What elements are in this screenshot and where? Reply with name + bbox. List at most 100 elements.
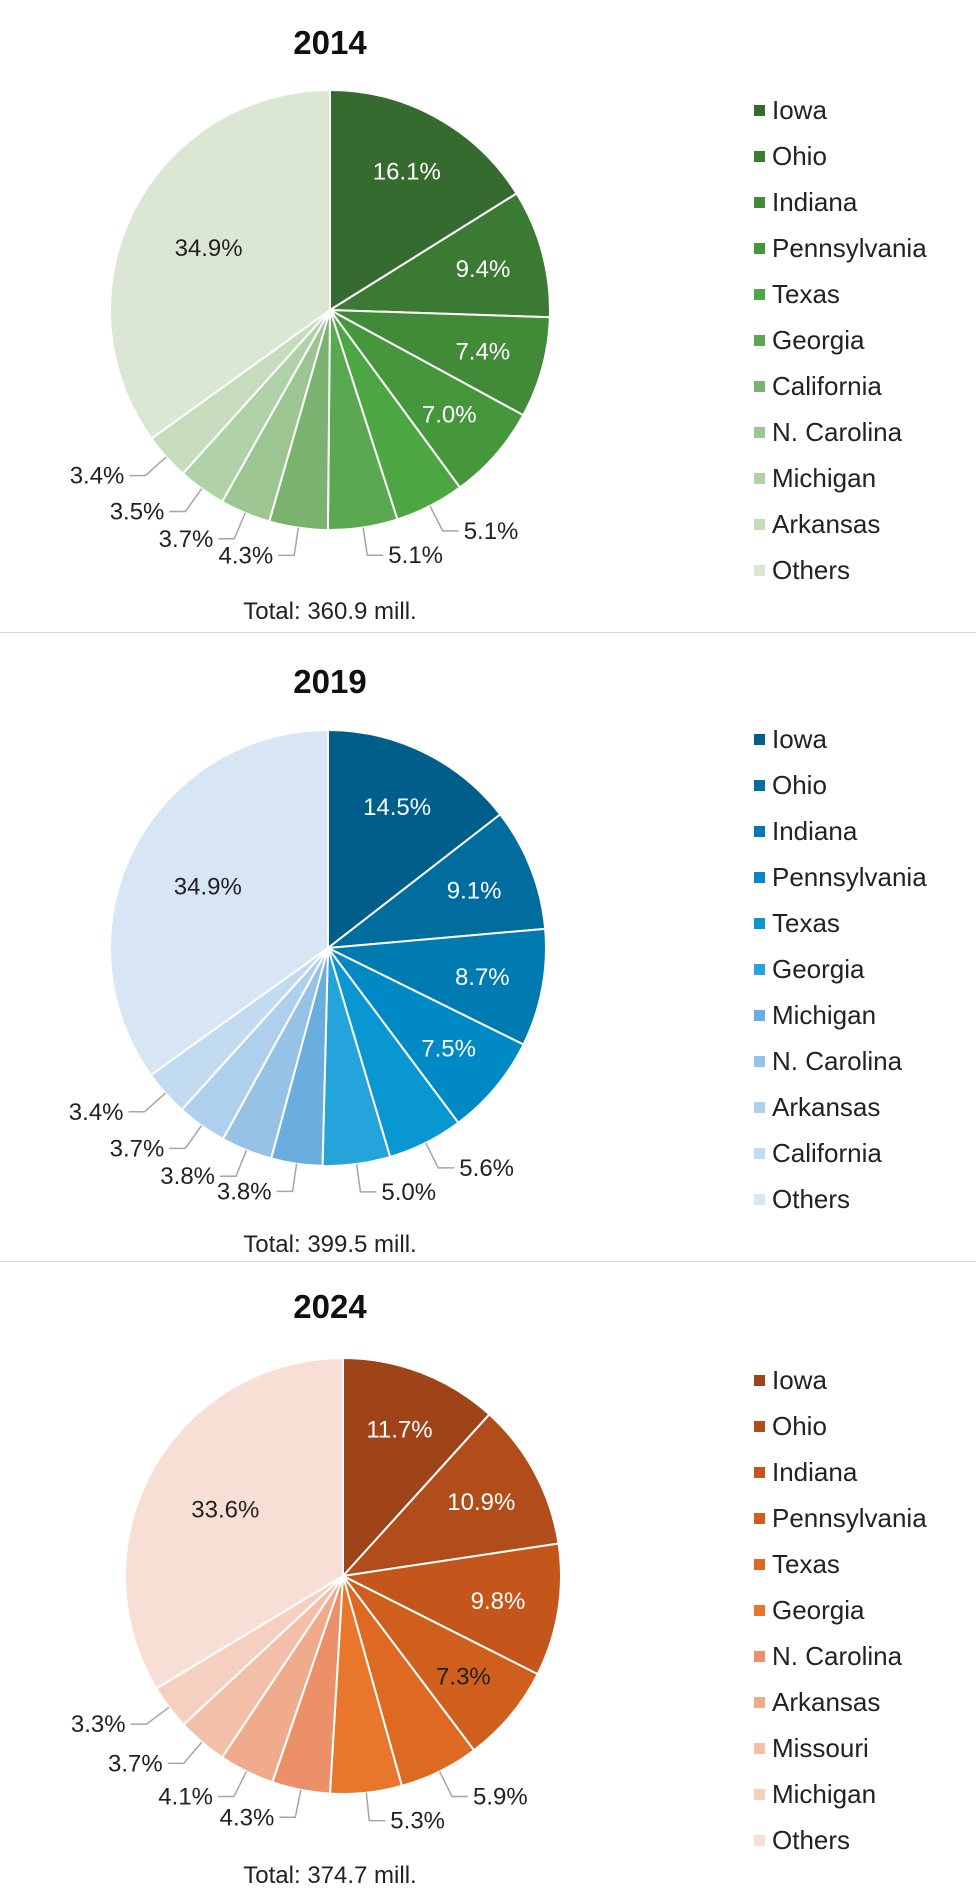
legend-swatch [754, 871, 765, 883]
chart-legend: Iowa Ohio Indiana Pennsylvania Texas Georgia M… [754, 716, 927, 1222]
legend-item: Others [754, 547, 927, 593]
legend-item: N. Carolina [754, 409, 927, 455]
data-label: 3.4% [70, 463, 125, 490]
pie-slice-pennsylvania [342, 1575, 540, 1752]
data-label: 8.7% [455, 964, 510, 991]
legend-swatch [754, 1696, 765, 1708]
legend-item: Iowa [754, 716, 927, 762]
legend-swatch [754, 1193, 765, 1205]
pie-slice-ohio [340, 1412, 560, 1578]
data-label: 7.0% [422, 401, 477, 428]
leader-line [279, 1789, 302, 1819]
legend-item: Pennsylvania [754, 1495, 927, 1541]
legend-swatch [754, 1512, 765, 1524]
legend-label: Ohio [772, 1410, 827, 1441]
legend-label: Texas [772, 278, 840, 309]
legend-label: Georgia [772, 953, 865, 984]
legend-item: Indiana [754, 179, 927, 225]
legend-swatch [754, 1374, 765, 1386]
legend-item: Ohio [754, 133, 927, 179]
legend-label: Michigan [772, 1778, 877, 1809]
legend-label: Pennsylvania [772, 232, 927, 263]
leader-line [429, 505, 459, 532]
legend-item: N. Carolina [754, 1038, 927, 1084]
chart-panel-2024: 2024 11.7% 10.9% 9.8% 7.3% 33.6% 5.9% 5.3% 4.3%… [0, 1262, 976, 1896]
legend-item: Michigan [754, 992, 927, 1038]
legend-label: Missouri [772, 1732, 869, 1763]
data-label: 10.9% [447, 1489, 515, 1516]
legend-item: Ohio [754, 762, 927, 808]
legend-label: Arkansas [772, 1091, 881, 1122]
legend-swatch [754, 1466, 765, 1478]
data-label: 3.7% [159, 526, 214, 553]
data-label: 4.3% [220, 1804, 275, 1831]
data-label: 3.5% [110, 499, 165, 526]
legend-item: Iowa [754, 1357, 927, 1403]
data-label: 9.8% [471, 1588, 526, 1615]
legend-swatch [754, 1650, 765, 1662]
legend-label: Pennsylvania [772, 1502, 927, 1533]
legend-label: Others [772, 1824, 851, 1855]
chart-total: Total: 360.9 mill. [243, 598, 417, 625]
chart-legend: Iowa Ohio Indiana Pennsylvania Texas Georgia C… [754, 87, 927, 593]
data-label: 3.7% [110, 1135, 165, 1162]
legend-label: Michigan [772, 999, 877, 1030]
pie-slice-others [109, 88, 331, 440]
legend-label: Ohio [772, 769, 827, 800]
legend-item: Georgia [754, 1587, 927, 1633]
chart-title: 2019 [293, 663, 367, 700]
data-label: 9.4% [456, 256, 511, 283]
pie-slice-indiana [329, 309, 551, 417]
legend-item: Ohio [754, 1403, 927, 1449]
data-label: 16.1% [373, 159, 441, 186]
legend-label: Indiana [772, 815, 858, 846]
legend-swatch [754, 825, 765, 837]
leader-line [425, 1142, 455, 1169]
data-label: 7.5% [421, 1035, 476, 1062]
legend-swatch [754, 779, 765, 791]
pie-slice-pennsylvania [327, 947, 525, 1125]
legend-label: California [772, 1137, 882, 1168]
data-label: 5.9% [473, 1784, 528, 1811]
data-label: 34.9% [174, 873, 242, 900]
legend-swatch [754, 242, 765, 254]
panel-divider [0, 632, 976, 633]
data-label: 3.8% [160, 1163, 215, 1190]
pie-chart: 14.5%9.1%8.7%7.5%34.9%5.6%5.0%3.8%3.8%3.… [69, 728, 547, 1206]
legend-item: N. Carolina [754, 1633, 927, 1679]
legend-swatch [754, 334, 765, 346]
legend-item: Texas [754, 900, 927, 946]
legend-swatch [754, 1147, 765, 1159]
legend-label: Others [772, 1183, 851, 1214]
legend-item: Pennsylvania [754, 225, 927, 271]
legend-swatch [754, 1604, 765, 1616]
legend-swatch [754, 196, 765, 208]
legend-label: California [772, 370, 882, 401]
legend-label: Iowa [772, 1364, 827, 1395]
data-label: 3.7% [108, 1750, 163, 1777]
leader-line [169, 1125, 203, 1150]
legend-swatch [754, 150, 765, 162]
legend-item: Indiana [754, 1449, 927, 1495]
legend-label: Iowa [772, 94, 827, 125]
leader-line [355, 1164, 377, 1193]
legend-swatch [754, 963, 765, 975]
legend-item: Iowa [754, 87, 927, 133]
legend-swatch [754, 104, 765, 116]
leader-line [218, 1771, 248, 1798]
pie-slice-indiana [339, 1542, 562, 1676]
chart-legend: Iowa Ohio Indiana Pennsylvania Texas Georgia N… [754, 1357, 927, 1863]
legend-item: California [754, 1130, 927, 1176]
legend-item: Arkansas [754, 1084, 927, 1130]
data-label: 11.7% [366, 1417, 432, 1444]
legend-item: Michigan [754, 455, 927, 501]
legend-label: N. Carolina [772, 1640, 903, 1671]
legend-item: Arkansas [754, 1679, 927, 1725]
legend-swatch [754, 380, 765, 392]
pie-slice-iowa [329, 88, 518, 312]
leader-line [130, 1706, 170, 1725]
chart-panel-2014: 2014 16.1% 9.4% 7.4% 7.0% 34.9% 5.1% 5.1% 4.3% 3… [0, 0, 976, 632]
legend-item: Indiana [754, 808, 927, 854]
legend-label: Others [772, 554, 851, 585]
legend-swatch [754, 472, 765, 484]
